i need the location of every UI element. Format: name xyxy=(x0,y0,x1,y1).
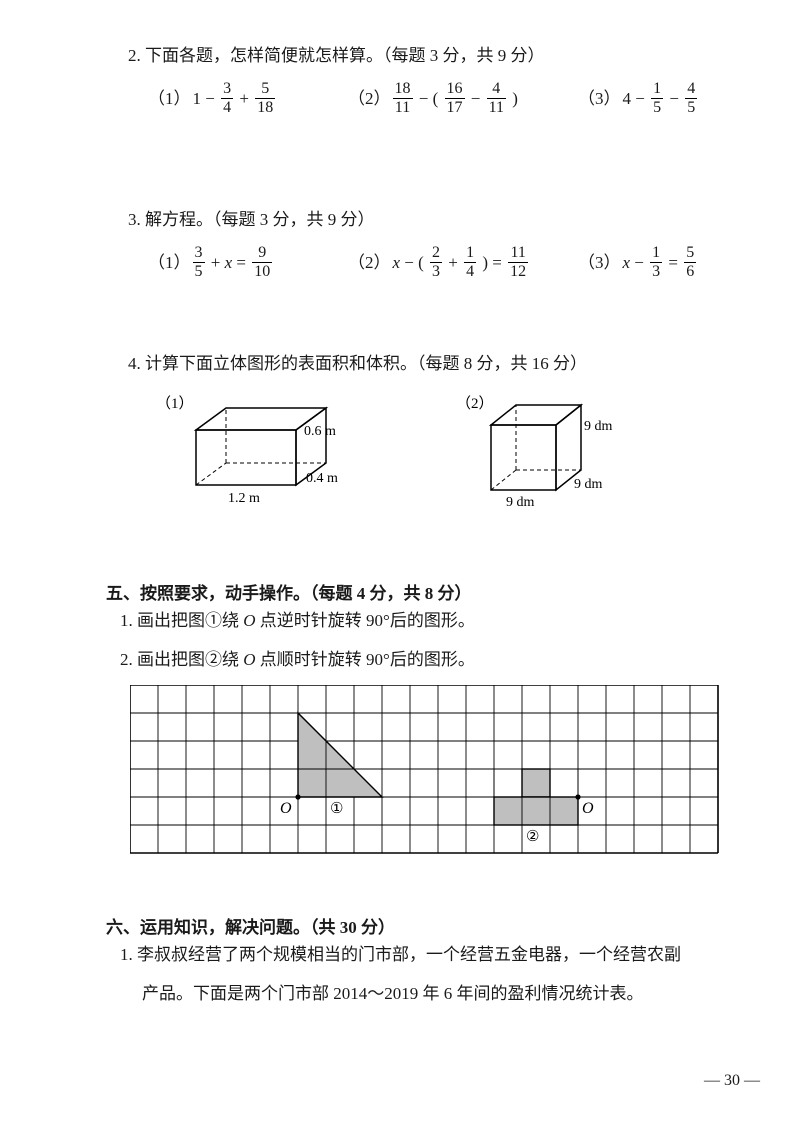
frac: 14 xyxy=(464,245,476,280)
q2-row: （1） 1 − 34 + 518 （2） 1811 − ( 1617 − 411… xyxy=(60,81,734,116)
page-number: — 30 — xyxy=(704,1068,760,1094)
sec5-head: 五、按照要求，动手操作。（每题 4 分，共 8 分） xyxy=(60,580,734,607)
q3-title: 3. 解方程。（每题 3 分，共 9 分） xyxy=(60,206,734,233)
frac: 23 xyxy=(430,245,442,280)
cube-icon: （2） 9 dm 9 dm 9 dm xyxy=(456,390,626,510)
frac: 56 xyxy=(684,245,696,280)
frac: 1617 xyxy=(445,81,465,116)
q3-i1-label: （1） xyxy=(148,249,191,276)
q3-row: （1） 35 + x = 910 （2） x − ( 23 + 14 ) = 1… xyxy=(60,245,734,280)
frac: 518 xyxy=(255,81,275,116)
cuboid-icon: （1） 0.6 m 0.4 m 1.2 m xyxy=(156,390,346,510)
spacer xyxy=(60,116,734,206)
sec6-head: 六、运用知识，解决问题。（共 30 分） xyxy=(60,914,734,941)
solid1-label: （1） xyxy=(156,395,194,412)
frac: 15 xyxy=(651,81,663,116)
frac: 35 xyxy=(193,245,205,280)
frac: 1112 xyxy=(508,245,528,280)
solid-1: （1） 0.6 m 0.4 m 1.2 m xyxy=(156,390,346,518)
dim-b: 9 dm xyxy=(574,477,603,492)
svg-text:②: ② xyxy=(526,829,539,845)
q4-solids: （1） 0.6 m 0.4 m 1.2 m （2） xyxy=(60,390,734,518)
dim-a: 9 dm xyxy=(584,419,613,434)
q3-item-2: （2） x − ( 23 + 14 ) = 1112 xyxy=(348,245,578,280)
dim-h: 0.6 m xyxy=(304,424,336,439)
q2-item-1: （1） 1 − 34 + 518 xyxy=(148,81,348,116)
dim-c: 9 dm xyxy=(506,495,535,510)
q2-item-3: （3） 4 − 15 − 45 xyxy=(578,81,738,116)
frac: 1811 xyxy=(393,81,413,116)
q4-title: 4. 计算下面立体图形的表面积和体积。（每题 8 分，共 16 分） xyxy=(60,350,734,377)
solid-2: （2） 9 dm 9 dm 9 dm xyxy=(456,390,626,518)
q2-item-2: （2） 1811 − ( 1617 − 411 ) xyxy=(348,81,578,116)
q2-title: 2. 下面各题，怎样简便就怎样算。（每题 3 分，共 9 分） xyxy=(60,42,734,69)
solid2-label: （2） xyxy=(456,395,494,412)
frac: 45 xyxy=(685,81,697,116)
grid-svg: O ① O ② xyxy=(130,685,722,883)
page: 2. 下面各题，怎样简便就怎样算。（每题 3 分，共 9 分） （1） 1 − … xyxy=(0,0,794,1124)
svg-text:O: O xyxy=(582,800,594,817)
q3-i3-label: （3） xyxy=(578,249,621,276)
sec5-item1: 1. 画出把图①绕 O 点逆时针旋转 90°后的图形。 xyxy=(60,607,734,634)
svg-text:①: ① xyxy=(330,801,343,817)
q2-i3-label: （3） xyxy=(578,85,621,112)
q3-i2-label: （2） xyxy=(348,249,391,276)
q2-i2-label: （2） xyxy=(348,85,391,112)
sec5-item2: 2. 画出把图②绕 O 点顺时针旋转 90°后的图形。 xyxy=(60,646,734,673)
sec6-item1a: 1. 李叔叔经营了两个规模相当的门市部，一个经营五金电器，一个经营农副 xyxy=(60,941,734,968)
spacer xyxy=(60,280,734,350)
svg-text:O: O xyxy=(280,800,292,817)
sec6-item1b: 产品。下面是两个门市部 2014～2019 年 6 年间的盈利情况统计表。 xyxy=(60,980,734,1007)
frac: 13 xyxy=(650,245,662,280)
spacer xyxy=(60,518,734,558)
q3-item-1: （1） 35 + x = 910 xyxy=(148,245,348,280)
dim-l: 1.2 m xyxy=(228,491,260,506)
q2-i1-label: （1） xyxy=(148,85,191,112)
grid: O ① O ② xyxy=(60,685,734,891)
frac: 910 xyxy=(252,245,272,280)
frac: 411 xyxy=(487,81,506,116)
q3-item-3: （3） x − 13 = 56 xyxy=(578,245,738,280)
frac: 34 xyxy=(221,81,233,116)
dim-w: 0.4 m xyxy=(306,471,338,486)
